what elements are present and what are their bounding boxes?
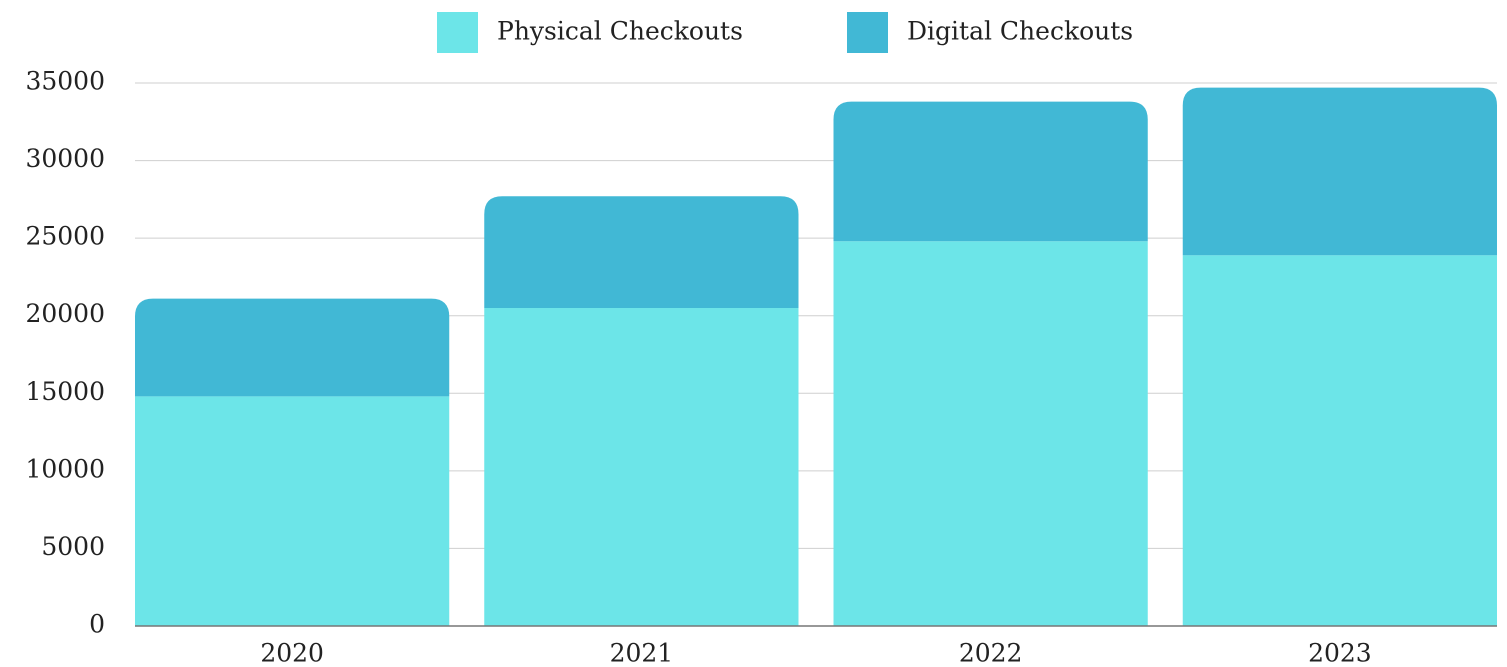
legend-label: Digital Checkouts [907,17,1133,46]
y-tick-label: 20000 [25,299,105,328]
bar-segment [1182,255,1497,627]
legend-swatch [437,12,478,53]
x-tick-label: 2020 [260,639,324,667]
y-tick-label: 35000 [25,67,105,96]
legend-swatch [847,12,888,53]
bar-segment [833,241,1148,626]
bar-segment [484,196,799,308]
y-tick-label: 25000 [25,222,105,251]
bar-segment [135,396,450,626]
y-tick-label: 15000 [25,377,105,406]
bar-segment [484,307,799,626]
bar-segment [1182,87,1497,256]
x-tick-label: 2023 [1308,639,1372,667]
x-tick-label: 2021 [610,639,674,667]
y-tick-label: 10000 [25,454,105,483]
y-tick-label: 30000 [25,144,105,173]
y-tick-label: 0 [89,610,105,639]
bar-segment [135,298,450,397]
y-tick-label: 5000 [41,532,105,561]
x-tick-label: 2022 [959,639,1023,667]
bar-segment [833,101,1148,242]
legend-label: Physical Checkouts [497,17,743,46]
